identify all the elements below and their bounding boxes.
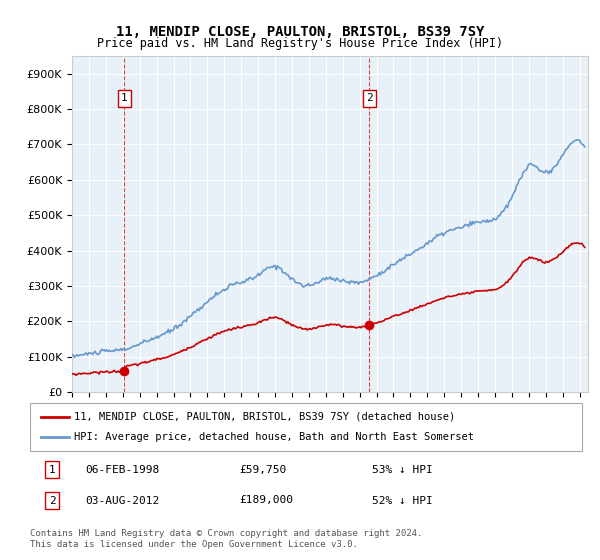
- Text: Contains HM Land Registry data © Crown copyright and database right 2024.
This d: Contains HM Land Registry data © Crown c…: [30, 529, 422, 549]
- Text: £189,000: £189,000: [240, 496, 294, 506]
- FancyBboxPatch shape: [30, 403, 582, 451]
- Text: 1: 1: [121, 94, 128, 104]
- Text: 11, MENDIP CLOSE, PAULTON, BRISTOL, BS39 7SY (detached house): 11, MENDIP CLOSE, PAULTON, BRISTOL, BS39…: [74, 412, 455, 422]
- Text: 11, MENDIP CLOSE, PAULTON, BRISTOL, BS39 7SY: 11, MENDIP CLOSE, PAULTON, BRISTOL, BS39…: [116, 25, 484, 39]
- Text: 03-AUG-2012: 03-AUG-2012: [85, 496, 160, 506]
- Text: 53% ↓ HPI: 53% ↓ HPI: [372, 465, 433, 475]
- Text: £59,750: £59,750: [240, 465, 287, 475]
- Text: 1: 1: [49, 465, 55, 475]
- Text: 52% ↓ HPI: 52% ↓ HPI: [372, 496, 433, 506]
- Text: Price paid vs. HM Land Registry's House Price Index (HPI): Price paid vs. HM Land Registry's House …: [97, 37, 503, 50]
- Text: 06-FEB-1998: 06-FEB-1998: [85, 465, 160, 475]
- Text: 2: 2: [366, 94, 373, 104]
- Text: 2: 2: [49, 496, 55, 506]
- Text: HPI: Average price, detached house, Bath and North East Somerset: HPI: Average price, detached house, Bath…: [74, 432, 474, 442]
